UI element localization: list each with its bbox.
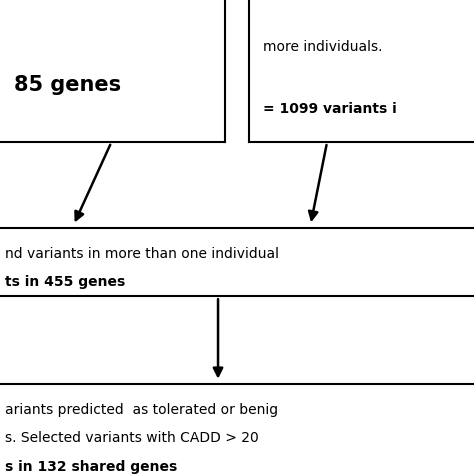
- Text: ariants predicted  as tolerated or benig: ariants predicted as tolerated or benig: [5, 403, 278, 417]
- Text: ts in 455 genes: ts in 455 genes: [5, 275, 125, 289]
- Text: 85 genes: 85 genes: [14, 75, 121, 95]
- Text: = 1099 variants i: = 1099 variants i: [263, 102, 397, 116]
- Text: s. Selected variants with CADD > 20: s. Selected variants with CADD > 20: [5, 431, 258, 446]
- Text: s in 132 shared genes: s in 132 shared genes: [5, 460, 177, 474]
- Text: nd variants in more than one individual: nd variants in more than one individual: [5, 246, 279, 261]
- Text: more individuals.: more individuals.: [263, 40, 383, 55]
